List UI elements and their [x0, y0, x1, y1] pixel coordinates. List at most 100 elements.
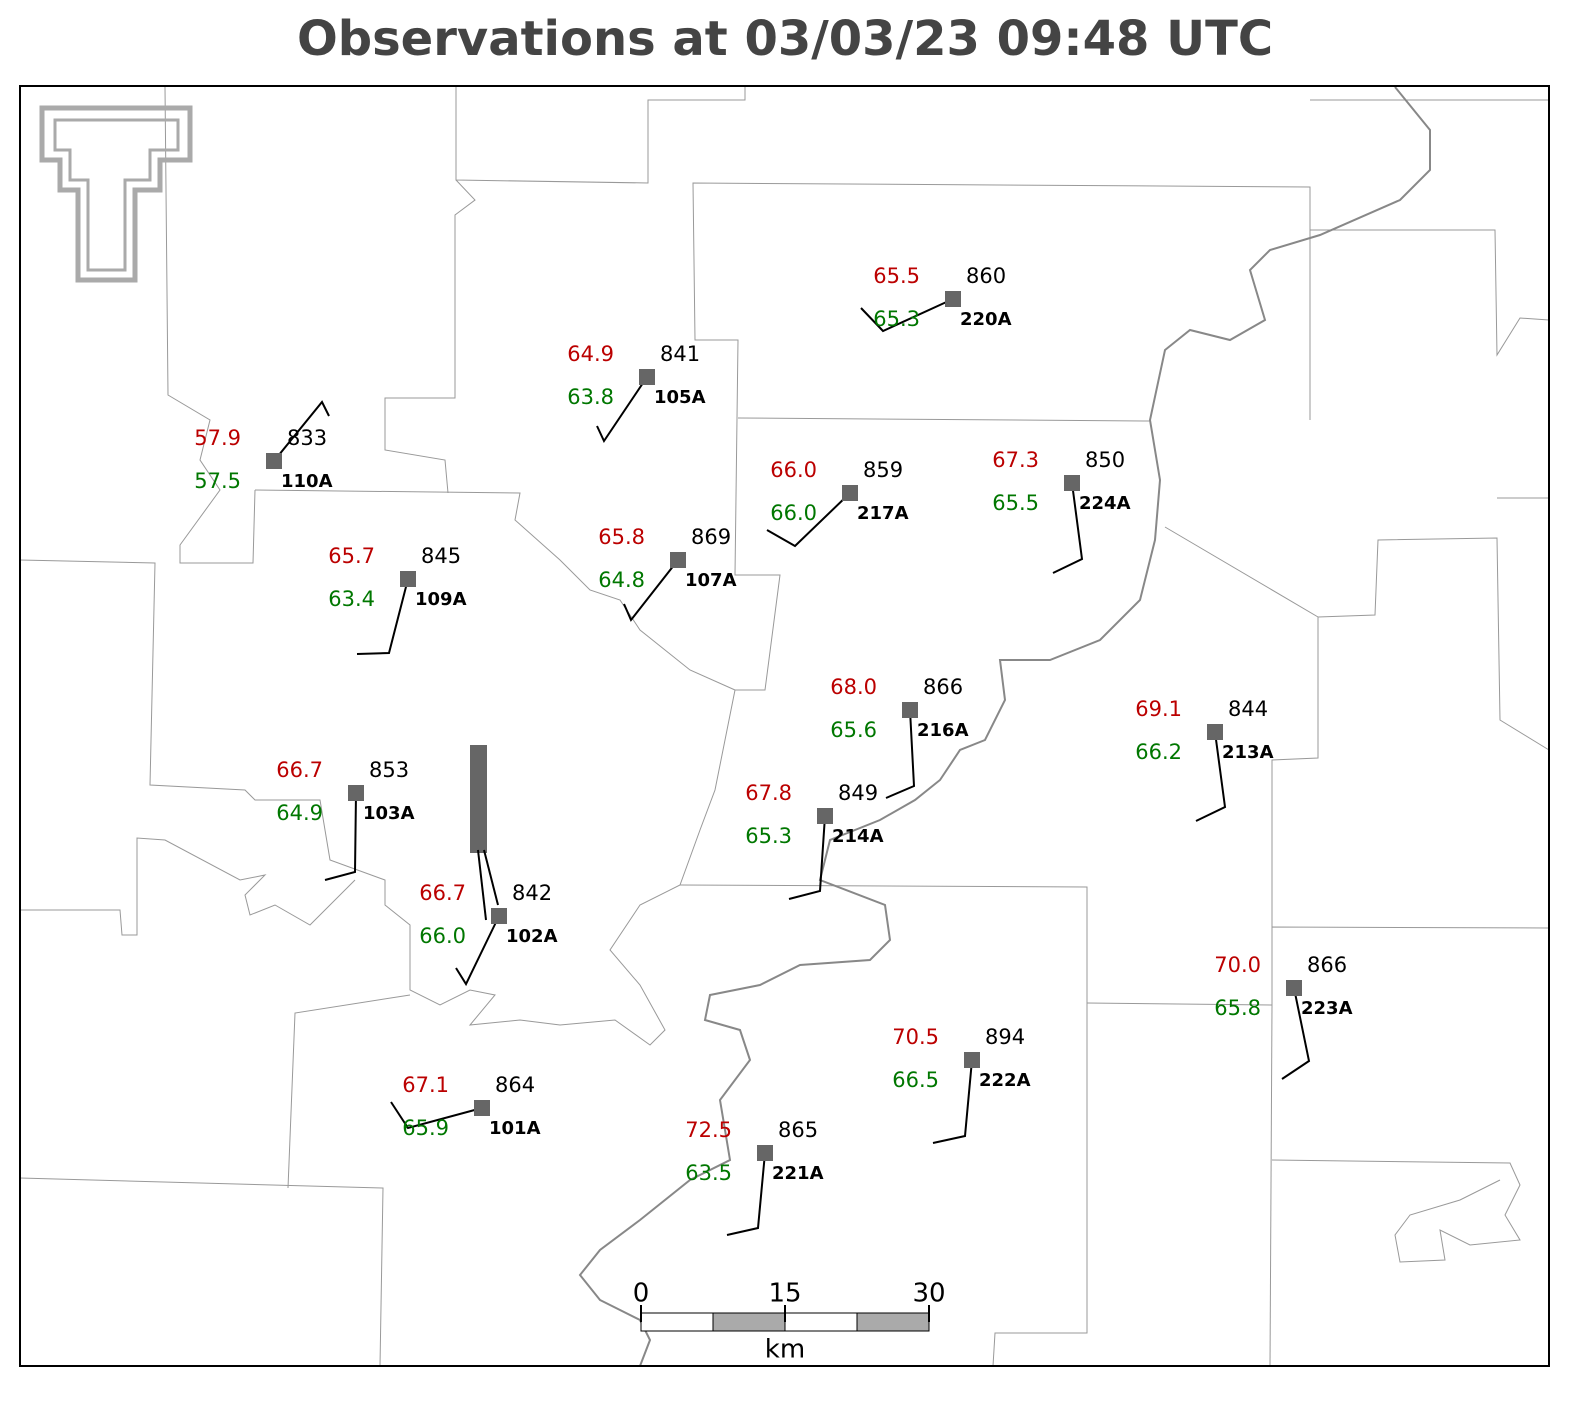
temperature: 68.0: [830, 675, 877, 699]
station-id: 223A: [1301, 998, 1353, 1019]
station-marker: [842, 485, 858, 501]
pressure: 850: [1085, 448, 1125, 472]
station-id: 101A: [489, 1118, 541, 1139]
temperature: 72.5: [685, 1118, 732, 1142]
wind-barb: [860, 298, 954, 333]
station-marker: [670, 552, 686, 568]
map-frame: [19, 85, 1550, 1367]
wind-barb: [1052, 482, 1084, 574]
pressure: 865: [778, 1118, 818, 1142]
station-id: 107A: [685, 570, 737, 591]
dewpoint: 65.3: [745, 824, 792, 848]
temperature: 57.9: [194, 426, 241, 450]
pressure: 866: [1307, 953, 1347, 977]
station-id: 220A: [960, 309, 1012, 330]
dewpoint: 64.8: [598, 568, 645, 592]
wind-barb: [273, 400, 330, 462]
temperature: 67.8: [745, 781, 792, 805]
pressure: 845: [421, 544, 461, 568]
station-marker: [266, 453, 282, 469]
pressure: 849: [838, 781, 878, 805]
wind-barb: [788, 815, 826, 900]
temperature: 65.8: [598, 525, 645, 549]
station-marker: [945, 291, 961, 307]
wind-barb: [932, 1059, 973, 1144]
station-marker: [639, 369, 655, 385]
station-marker: [474, 1100, 490, 1116]
wind-barb: [766, 492, 851, 548]
temperature: 70.0: [1214, 953, 1261, 977]
pressure: 841: [660, 342, 700, 366]
title: Observations at 03/03/23 09:48 UTC: [297, 11, 1273, 67]
station-marker: [1286, 980, 1302, 996]
station-id: 213A: [1222, 742, 1274, 763]
station-id: 217A: [857, 503, 909, 524]
rivers: [578, 86, 1431, 1367]
logo: [39, 105, 193, 283]
station-id: 224A: [1079, 493, 1131, 514]
dewpoint: 66.0: [419, 924, 466, 948]
station-id: 221A: [772, 1163, 824, 1184]
wind-barb: [1281, 987, 1311, 1080]
station-marker: [902, 702, 918, 718]
pressure: 864: [495, 1073, 535, 1097]
station-marker: [757, 1145, 773, 1161]
dewpoint: 57.5: [194, 469, 241, 493]
station-id: 222A: [979, 1070, 1031, 1091]
scale-label: 30: [912, 1279, 945, 1309]
wind-barb: [356, 578, 409, 655]
wind-barb: [623, 559, 679, 622]
dewpoint: 63.4: [328, 587, 375, 611]
temperature: 65.7: [328, 544, 375, 568]
wind-barb: [324, 792, 357, 881]
station-marker: [400, 571, 416, 587]
dewpoint: 65.6: [830, 718, 877, 742]
pressure: 844: [1228, 697, 1268, 721]
station-marker: [817, 808, 833, 824]
station-id: 216A: [917, 720, 969, 741]
temperature: 66.7: [419, 881, 466, 905]
dewpoint: 63.8: [567, 385, 614, 409]
scale-label: 0: [633, 1279, 650, 1309]
station-id: 109A: [415, 589, 467, 610]
station-marker: [348, 785, 364, 801]
wind-barb: [885, 709, 916, 799]
dewpoint: 66.0: [770, 501, 817, 525]
pressure: 833: [287, 426, 327, 450]
wind-barb: [455, 915, 500, 987]
station-id: 102A: [506, 926, 558, 947]
station-id: 110A: [281, 471, 333, 492]
wind-barb: [726, 1152, 766, 1236]
dewpoint: 65.8: [1214, 996, 1261, 1020]
pressure: 842: [512, 881, 552, 905]
station-marker: [964, 1052, 980, 1068]
station-id: 103A: [363, 803, 415, 824]
wind-barb: [1195, 731, 1227, 822]
wind-barb: [596, 376, 648, 444]
dewpoint: 64.9: [276, 801, 323, 825]
pressure: 866: [923, 675, 963, 699]
temperature: 67.3: [992, 448, 1039, 472]
dewpoint: 63.5: [685, 1161, 732, 1185]
station-id: 105A: [654, 387, 706, 408]
dewpoint: 65.3: [873, 307, 920, 331]
scale-unit: km: [765, 1335, 805, 1365]
wind-barb: [390, 1101, 483, 1130]
temperature: 65.5: [873, 264, 920, 288]
temperature: 64.9: [567, 342, 614, 366]
pressure: 860: [966, 264, 1006, 288]
dewpoint: 65.9: [402, 1116, 449, 1140]
temperature: 70.5: [892, 1025, 939, 1049]
station-cluster: [470, 745, 499, 921]
dewpoint: 66.5: [892, 1068, 939, 1092]
temperature: 66.7: [276, 758, 323, 782]
station-marker: [1207, 724, 1223, 740]
temperature: 67.1: [402, 1073, 449, 1097]
borders: [19, 86, 1550, 1367]
scale-label: 15: [768, 1279, 801, 1309]
pressure: 894: [985, 1025, 1025, 1049]
temperature: 66.0: [770, 458, 817, 482]
station-id: 214A: [832, 826, 884, 847]
